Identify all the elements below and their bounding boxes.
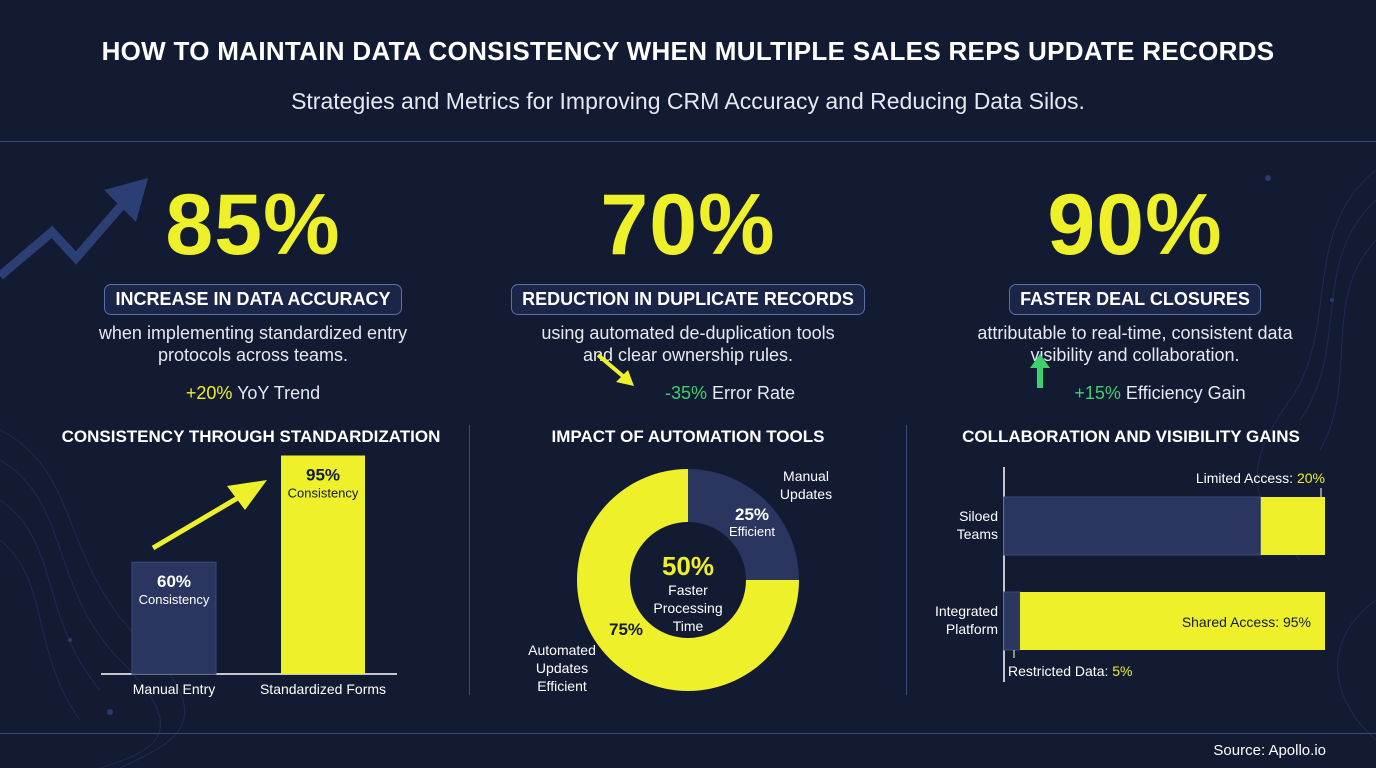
bar-value-label: 95% [306, 466, 340, 485]
outer-label-manual: Updates [780, 486, 832, 502]
limited-access-label: Limited Access: 20% [1196, 470, 1325, 486]
panel-title-automation: IMPACT OF AUTOMATION TOOLS [551, 427, 825, 446]
donut-slice-0 [688, 469, 799, 580]
restricted-data-label: Restricted Data: 5% [1008, 663, 1133, 679]
slice-value-label: 75% [609, 620, 643, 639]
slice-value-label: 25% [735, 505, 769, 524]
stat-badge: INCREASE IN DATA ACCURACY [104, 284, 402, 315]
bar-sub-label: Consistency [288, 486, 359, 501]
center-label-line: Processing [653, 600, 722, 616]
page-title: HOW TO MAINTAIN DATA CONSISTENCY WHEN MU… [101, 36, 1275, 66]
trend-arrow-icon [0, 195, 132, 280]
y-tick-label: Integrated [935, 603, 998, 619]
stacked-bar-1-1 [1020, 592, 1325, 650]
source-credit: Source: Apollo.io [1213, 742, 1326, 759]
stat-badge: REDUCTION IN DUPLICATE RECORDS [511, 284, 865, 315]
stat-faster-closures: 90% FASTER DEAL CLOSURES attributable to… [925, 182, 1345, 404]
shared-access-label: Shared Access: 95% [1182, 614, 1311, 630]
top-border-line [0, 141, 1376, 142]
bar-0 [131, 561, 217, 675]
x-tick-label: Standardized Forms [260, 681, 386, 697]
bar-value-label: 60% [157, 572, 191, 591]
stat-data-accuracy: 85% INCREASE IN DATA ACCURACY when imple… [43, 182, 463, 404]
stat-trend: -35% Error Rate [664, 383, 796, 403]
stacked-bar-0-0 [1003, 496, 1262, 556]
center-label-line: Faster [668, 582, 708, 598]
outer-label-auto: Automated [528, 642, 596, 658]
improvement-arrow-head [227, 480, 267, 510]
panel-divider [906, 425, 907, 695]
stat-trend: +15% Efficiency Gain [1074, 383, 1246, 403]
stat-trend: +20% YoY Trend [185, 383, 321, 403]
bar-sub-label: Consistency [139, 592, 210, 607]
stat-description: using automated de-duplication tools and… [541, 323, 835, 365]
outer-label-auto: Efficient [537, 678, 587, 694]
bar-1 [281, 455, 365, 674]
stat-value: 85% [165, 177, 341, 273]
slice-sub-label: Efficient [729, 524, 775, 539]
x-tick-label: Manual Entry [133, 681, 215, 697]
donut-hole [631, 523, 745, 637]
donut-slice-1 [577, 469, 799, 691]
panel-title-standardization: CONSISTENCY THROUGH STANDARDIZATION [61, 427, 441, 446]
stat-badge: FASTER DEAL CLOSURES [1009, 284, 1261, 315]
outer-label-manual: Manual [783, 468, 829, 484]
stat-description: attributable to real-time, consistent da… [977, 323, 1293, 365]
improvement-arrow [151, 493, 243, 551]
stacked-bar-1-0 [1003, 591, 1021, 651]
stat-value: 70% [600, 177, 776, 273]
up-arrow-icon [1030, 354, 1050, 388]
page-subtitle: Strategies and Metrics for Improving CRM… [291, 88, 1085, 114]
automation-donut-chart: 50%FasterProcessingTime25%Efficient75%Ma… [528, 468, 832, 694]
stacked-bar-0-1 [1260, 497, 1325, 555]
bottom-border-line [0, 733, 1376, 734]
stat-description: when implementing standardized entry pro… [98, 323, 408, 365]
down-right-arrow-icon [596, 353, 634, 386]
y-tick-label: Platform [946, 621, 998, 637]
panel-title-collaboration: COLLABORATION AND VISIBILITY GAINS [962, 427, 1300, 446]
outer-label-auto: Updates [536, 660, 588, 676]
center-value: 50% [662, 551, 714, 581]
stat-value: 90% [1047, 177, 1223, 273]
visibility-stacked-bar-chart: Siloed Teams Integrated Platform Limited Acc… [935, 467, 1325, 682]
y-tick-label: Siloed [959, 508, 998, 524]
center-label-line: Time [673, 618, 704, 634]
panel-divider [469, 425, 470, 695]
stat-duplicate-reduction: 70% REDUCTION IN DUPLICATE RECORDS using… [478, 182, 898, 404]
y-tick-label: Teams [957, 526, 998, 542]
